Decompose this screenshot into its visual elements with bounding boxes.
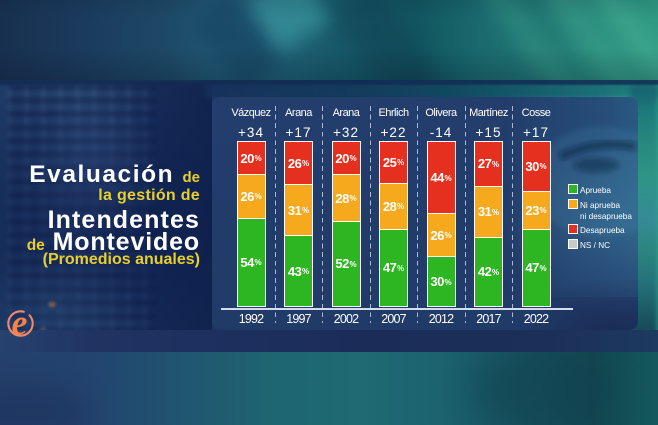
svg-text:e: e — [12, 307, 28, 343]
